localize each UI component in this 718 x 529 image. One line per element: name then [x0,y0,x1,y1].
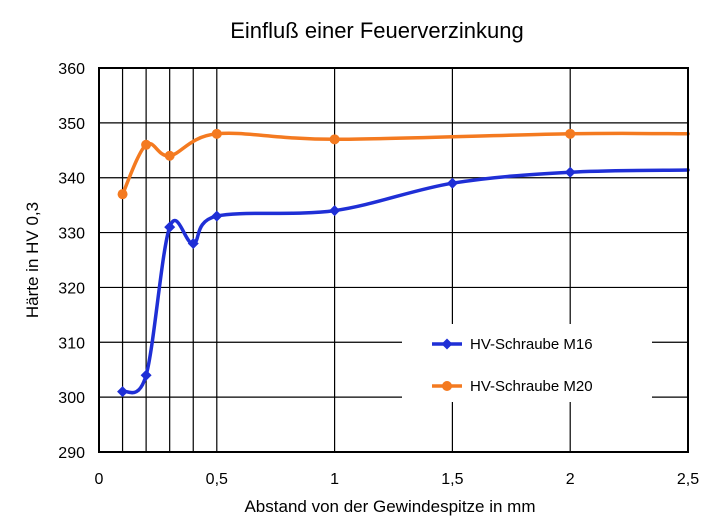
y-tick-label: 350 [58,116,85,133]
data-point [564,166,576,178]
y-tick-label: 320 [58,280,85,297]
data-point [140,369,152,381]
data-point [187,238,199,250]
x-tick-label: 0 [95,471,104,488]
legend-label: HV-Schraube M16 [470,336,593,353]
x-tick-label: 1 [330,471,339,488]
data-point [446,177,458,189]
y-axis-ticks: 290 300 310 320 330 340 350 360 [58,61,85,462]
series-markers [117,128,576,398]
plot-frame [98,67,689,453]
y-tick-label: 290 [58,445,85,462]
data-point [329,134,340,145]
x-axis-ticks: 0 0,5 1 1,5 2 2,5 [95,471,700,488]
x-tick-label: 2,5 [677,471,699,488]
y-axis-label: Härte in HV 0,3 [23,202,42,318]
chart-title: Einfluß einer Feuerverzinkung [230,18,523,43]
legend-swatch-marker [441,338,453,350]
x-axis-label: Abstand von der Gewindespitze in mm [244,497,535,516]
y-tick-label: 310 [58,335,85,352]
series-line-1 [120,168,690,395]
legend-swatch-marker [442,381,452,391]
legend: HV-Schraube M16 HV-Schraube M20 [402,324,652,402]
data-point [117,386,129,398]
data-point [141,139,152,150]
data-point [329,205,341,217]
legend-label: HV-Schraube M20 [470,378,593,395]
data-point [565,128,576,139]
data-point [164,150,175,161]
x-tick-label: 1,5 [441,471,463,488]
data-point [211,210,223,222]
y-tick-label: 330 [58,226,85,243]
y-tick-label: 360 [58,61,85,78]
y-tick-label: 300 [58,390,85,407]
data-point [164,221,176,233]
x-tick-label: 0,5 [206,471,228,488]
y-tick-label: 340 [58,171,85,188]
x-tick-label: 2 [566,471,575,488]
data-point [117,189,128,200]
data-point [211,128,222,139]
